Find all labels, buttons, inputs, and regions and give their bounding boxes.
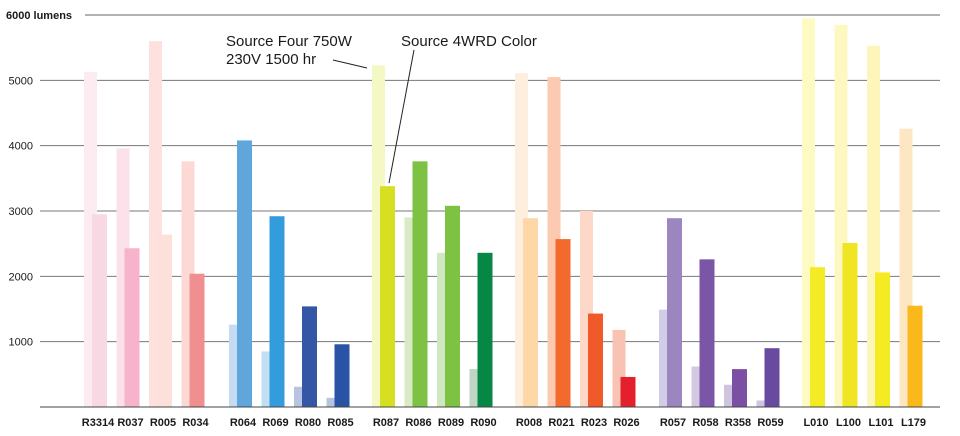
bar-source-4wrd-r059 — [764, 348, 780, 407]
bar-source-4wrd-r086 — [412, 161, 428, 407]
bar-source-4wrd-l010 — [810, 267, 825, 407]
x-label-r058: R058 — [692, 417, 718, 429]
x-label-r085: R085 — [327, 417, 353, 429]
x-label-r034: R034 — [182, 417, 209, 429]
y-tick-label: 4000 — [9, 141, 33, 153]
x-label-r026: R026 — [613, 417, 639, 429]
annotation-source-4wrd: Source 4WRD Color — [401, 33, 537, 50]
annotation-source-four-line1: Source Four 750W — [226, 33, 353, 50]
bar-source-4wrd-r037 — [124, 248, 140, 407]
x-label-r358: R358 — [725, 417, 751, 429]
bar-source-4wrd-r087 — [380, 186, 395, 407]
y-tick-label: 3000 — [9, 206, 33, 218]
bar-source-4wrd-r021 — [555, 239, 571, 407]
x-label-r059: R059 — [757, 417, 783, 429]
bar-source-4wrd-r069 — [269, 216, 285, 407]
bar-source-4wrd-l100 — [842, 243, 858, 407]
bar-source-4wrd-r034 — [189, 273, 205, 407]
bar-source-4wrd-r058 — [699, 259, 715, 407]
x-label-r037: R037 — [117, 417, 143, 429]
bars — [84, 18, 923, 408]
x-label-r090: R090 — [470, 417, 496, 429]
x-label-l100: L100 — [836, 417, 861, 429]
y-tick-label: 1000 — [9, 337, 33, 349]
bar-source-4wrd-r358 — [732, 369, 747, 407]
x-label-l179: L179 — [901, 417, 926, 429]
x-label-r021: R021 — [548, 417, 574, 429]
x-label-r008: R008 — [516, 417, 542, 429]
bar-source-4wrd-r008 — [523, 218, 538, 407]
bar-source-4wrd-r3314 — [92, 214, 107, 407]
x-label-r057: R057 — [660, 417, 686, 429]
x-label-r080: R080 — [295, 417, 321, 429]
y-top-unit-label: 6000 lumens — [6, 10, 72, 22]
x-label-l101: L101 — [868, 417, 893, 429]
bar-source-4wrd-r089 — [445, 205, 460, 407]
x-label-r3314: R3314 — [82, 417, 115, 429]
annotations: Source Four 750W 230V 1500 hr Source 4WR… — [226, 33, 537, 184]
bar-source-4wrd-r090 — [477, 252, 493, 407]
x-label-l010: L010 — [803, 417, 828, 429]
y-tick-label: 5000 — [9, 75, 33, 87]
x-label-r069: R069 — [262, 417, 288, 429]
y-tick-label: 2000 — [9, 271, 33, 283]
x-label-r064: R064 — [230, 417, 257, 429]
bar-source-four-r059 — [756, 400, 770, 407]
annotation-source-four-line2: 230V 1500 hr — [226, 51, 316, 68]
x-category-labels: R3314 R037 R005 R034 R064 R069 R080 R085 R087 R08… — [82, 417, 926, 429]
x-label-r087: R087 — [373, 417, 399, 429]
bar-source-4wrd-r057 — [667, 218, 682, 407]
bar-source-4wrd-r080 — [302, 306, 317, 407]
x-label-r023: R023 — [581, 417, 607, 429]
bar-source-4wrd-r085 — [334, 344, 350, 407]
y-tick-labels: 6000 lumens 1000 2000 3000 4000 5000 — [6, 10, 72, 349]
x-label-r089: R089 — [438, 417, 464, 429]
bar-source-4wrd-r023 — [588, 313, 603, 407]
x-label-r086: R086 — [405, 417, 431, 429]
bar-source-4wrd-l179 — [907, 305, 923, 407]
annotation-source-4wrd-leader — [388, 49, 415, 184]
bar-source-4wrd-l101 — [875, 272, 890, 407]
bar-source-4wrd-r064 — [237, 140, 252, 407]
bar-source-4wrd-r005 — [157, 234, 172, 407]
bar-source-4wrd-r026 — [620, 376, 636, 407]
annotation-source-four-leader — [332, 59, 368, 69]
x-label-r005: R005 — [150, 417, 176, 429]
bar-source-four-r085 — [326, 397, 340, 407]
